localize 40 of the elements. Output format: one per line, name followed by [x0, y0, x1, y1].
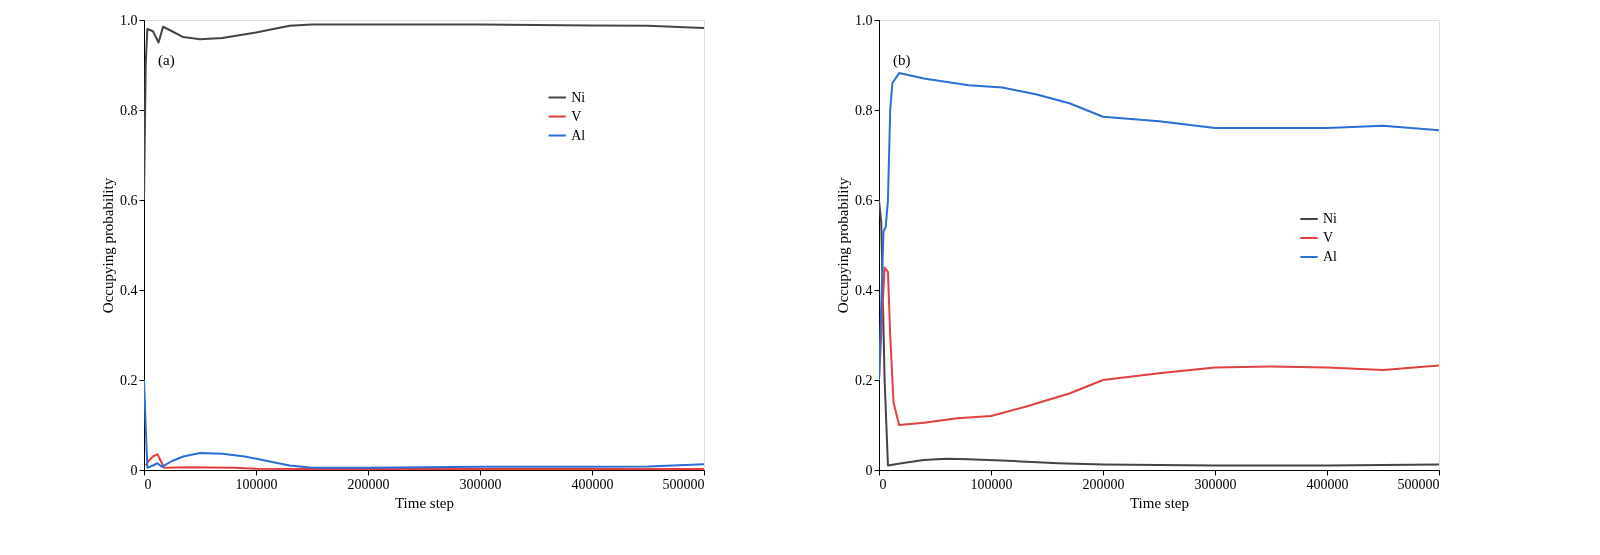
line-series — [879, 199, 1439, 467]
legend-label: Ni — [1323, 211, 1338, 226]
x-tick-label: 0 — [879, 476, 887, 492]
x-tick-label: 400000 — [571, 476, 614, 492]
x-tick-label: 300000 — [459, 476, 502, 492]
y-tick-label: 0.8 — [120, 102, 138, 118]
y-tick-label: 0.6 — [120, 192, 138, 208]
x-tick-label: 100000 — [970, 476, 1013, 492]
line-series — [144, 23, 704, 201]
y-tick-label: 0 — [865, 462, 873, 478]
line-series — [879, 266, 1439, 426]
y-tick-label: 0 — [130, 462, 138, 478]
legend-label: Al — [571, 127, 586, 143]
x-axis-title: Time step — [394, 494, 455, 511]
x-tick-label: 400000 — [1306, 476, 1349, 492]
x-axis-title: Time step — [1129, 494, 1190, 511]
legend-label: V — [571, 108, 582, 124]
y-tick-label: 0.2 — [855, 372, 873, 388]
x-tick-label: 300000 — [1194, 476, 1237, 492]
annotation: (a) — [158, 52, 175, 69]
legend-label: Al — [1323, 249, 1338, 264]
x-tick-label: 100000 — [235, 476, 278, 492]
x-tick-label: 200000 — [347, 476, 390, 492]
y-tick-label: 0.4 — [120, 282, 138, 298]
y-axis-title: Occupying probability — [835, 177, 851, 314]
y-tick-label: 0.8 — [855, 102, 873, 118]
y-tick-label: 0.2 — [120, 372, 138, 388]
y-tick-label: 1.0 — [120, 12, 138, 28]
x-tick-label: 200000 — [1082, 476, 1125, 492]
x-tick-label: 500000 — [662, 476, 705, 492]
annotation: (b) — [893, 52, 911, 69]
y-axis-title: Occupying probability — [100, 177, 116, 314]
x-tick-label: 500000 — [1397, 476, 1440, 492]
legend-label: Ni — [571, 89, 586, 105]
legend-label: V — [1323, 230, 1334, 245]
y-tick-label: 0.4 — [855, 282, 873, 298]
x-tick-label: 0 — [144, 476, 152, 492]
y-tick-label: 0.6 — [855, 192, 873, 208]
line-series — [879, 72, 1439, 381]
y-tick-label: 1.0 — [855, 12, 873, 28]
